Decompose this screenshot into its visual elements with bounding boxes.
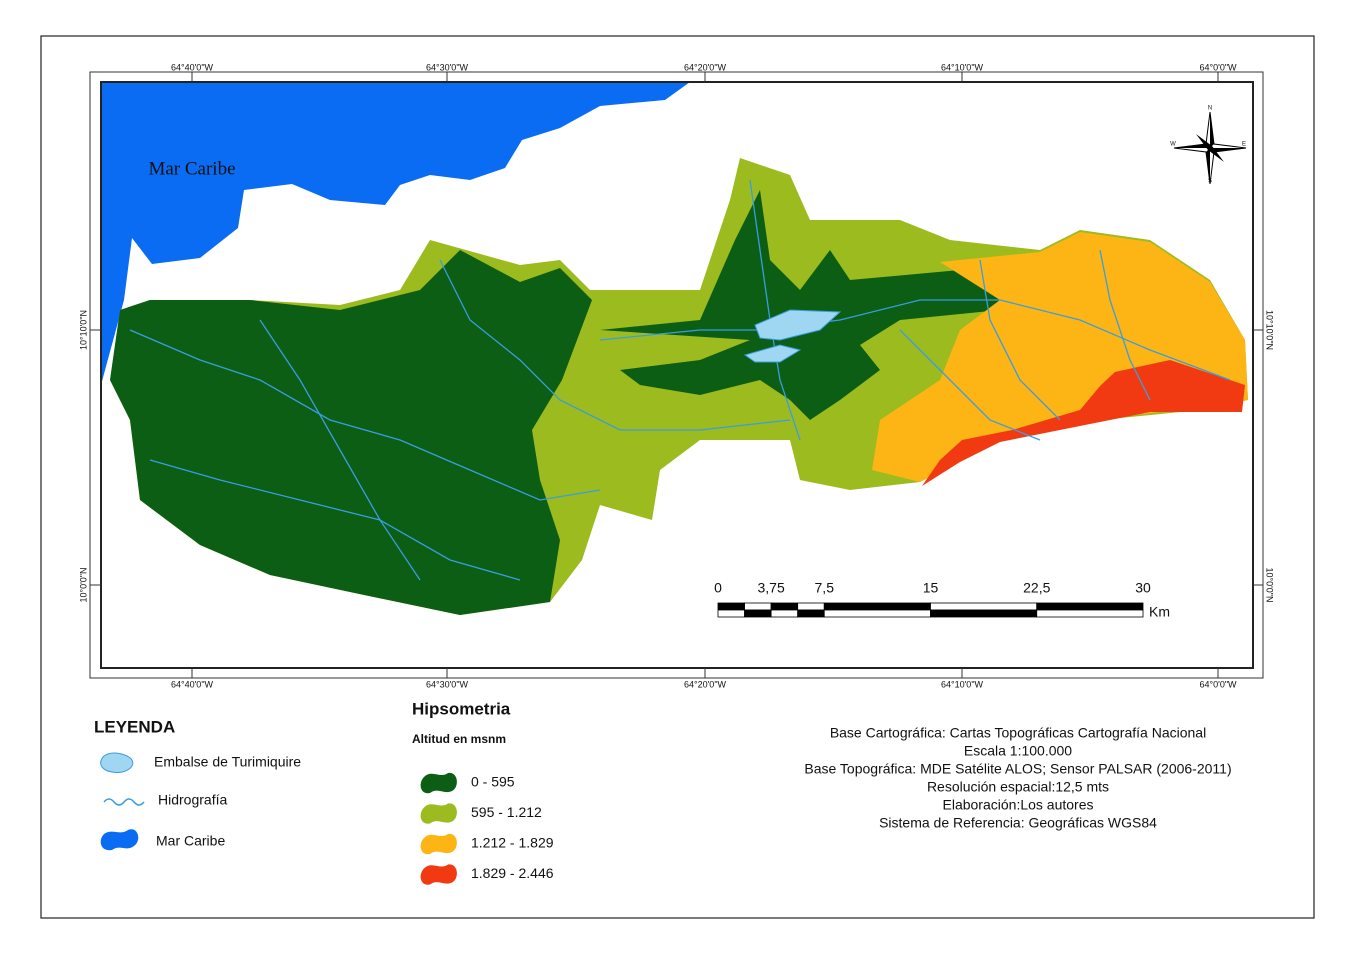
lon-label: 64°20'0"W — [684, 62, 727, 72]
legend-item: Embalse de Turimiquire — [154, 754, 301, 770]
lat-label: 10°0'0"N — [1265, 567, 1275, 602]
class-swatch — [420, 833, 457, 855]
lat-label: 10°10'0"N — [78, 310, 88, 350]
map: Mar Caribe — [101, 82, 1253, 668]
page-border — [40, 35, 1315, 919]
compass-n: N — [1208, 106, 1212, 112]
scale-segment — [797, 609, 825, 618]
coordinates: 64°40'0"W 64°40'0"W 64°30'0"W 64°30'0"W 64°2… — [78, 62, 1274, 689]
scale-segment — [797, 602, 825, 611]
class-swatch — [420, 772, 457, 794]
class-swatch — [420, 864, 457, 885]
scale-label: 15 — [923, 580, 939, 596]
compass-e: E — [1242, 142, 1246, 148]
hypsometry-legend: Hipsometria Altitud en msnm 0 - 595 595 -… — [412, 699, 554, 885]
scale-segment — [1036, 609, 1144, 618]
scale-label: 3,75 — [758, 580, 785, 596]
compass-w: W — [1170, 142, 1176, 148]
compass-shading — [1174, 112, 1246, 184]
lon-label: 64°0'0"W — [1199, 62, 1237, 72]
legend-item: Mar Caribe — [156, 833, 225, 849]
lon-label: 64°0'0"W — [1199, 679, 1237, 689]
scale-segment — [823, 602, 931, 611]
scale-label: 7,5 — [815, 580, 835, 596]
scale-segment — [1036, 602, 1144, 611]
credit-line: Base Cartográfica: Cartas Topográficas C… — [830, 725, 1206, 741]
scale-label: 0 — [714, 580, 722, 596]
zone-1829-2446 — [922, 360, 1245, 486]
scale-segment — [717, 609, 745, 618]
lon-label: 64°30'0"W — [426, 679, 469, 689]
scale-segment — [770, 609, 799, 618]
scale-unit: Km — [1149, 604, 1170, 620]
lon-label: 64°10'0"W — [941, 679, 984, 689]
scale-bar: 0 3,75 7,5 15 22,5 30 Km — [714, 580, 1170, 620]
lon-label: 64°40'0"W — [171, 679, 214, 689]
zone-1212-1829 — [872, 232, 1248, 482]
scale-label: 30 — [1135, 580, 1151, 596]
map-frame — [100, 81, 1254, 669]
credit-line: Sistema de Referencia: Geográficas WGS84 — [879, 815, 1157, 831]
zone-0-595 — [110, 250, 592, 615]
class-label: 1.212 - 1.829 — [471, 835, 554, 851]
lon-label: 64°30'0"W — [426, 62, 469, 72]
river — [129, 329, 601, 501]
scale-segment — [717, 602, 745, 611]
credit-line: Escala 1:100.000 — [964, 743, 1072, 759]
river-icon — [103, 798, 145, 806]
legend: LEYENDA Embalse de Turimiquire Hidrograf… — [94, 717, 301, 851]
reservoir-icon — [100, 752, 134, 773]
hypsometry-title: Hipsometria — [412, 699, 511, 718]
sea-icon — [100, 829, 139, 851]
outer-frame — [89, 71, 1264, 679]
river — [259, 319, 421, 581]
class-label: 0 - 595 — [471, 774, 515, 790]
legend-title: LEYENDA — [94, 717, 175, 736]
lat-label: 10°0'0"N — [78, 567, 88, 602]
sea — [101, 82, 690, 385]
compass: N E S W — [1170, 106, 1247, 185]
scale-segment — [744, 602, 772, 611]
credit-line: Base Topográfica: MDE Satélite ALOS; Sen… — [804, 761, 1231, 777]
river — [979, 259, 1061, 421]
scale-segment — [770, 602, 799, 611]
sea-label: Mar Caribe — [148, 158, 235, 179]
reservoir — [743, 309, 842, 363]
river — [899, 329, 1041, 441]
lon-label: 64°10'0"W — [941, 62, 984, 72]
zone-0-595-valley — [600, 190, 1040, 420]
scale-segment — [930, 609, 1038, 618]
credit-line: Resolución espacial:12,5 mts — [927, 779, 1109, 795]
scale-segment — [823, 609, 931, 618]
lat-label: 10°10'0"N — [1265, 310, 1275, 350]
credits: Base Cartográfica: Cartas Topográficas C… — [804, 725, 1231, 831]
lon-label: 64°40'0"W — [171, 62, 214, 72]
river — [599, 299, 1231, 381]
credit-line: Elaboración:Los autores — [943, 797, 1094, 813]
lon-label: 64°20'0"W — [684, 679, 727, 689]
compass-s: S — [1208, 179, 1212, 185]
river — [1099, 249, 1151, 401]
class-label: 1.829 - 2.446 — [471, 865, 554, 881]
scale-label: 22,5 — [1023, 580, 1050, 596]
legend-item: Hidrografía — [158, 792, 227, 808]
river — [149, 459, 521, 581]
scale-segment — [744, 609, 772, 618]
river — [439, 259, 791, 431]
class-swatch — [420, 803, 457, 824]
scale-segment — [930, 602, 1038, 611]
hypsometry-subtitle: Altitud en msnm — [412, 732, 506, 746]
class-label: 595 - 1.212 — [471, 804, 542, 820]
